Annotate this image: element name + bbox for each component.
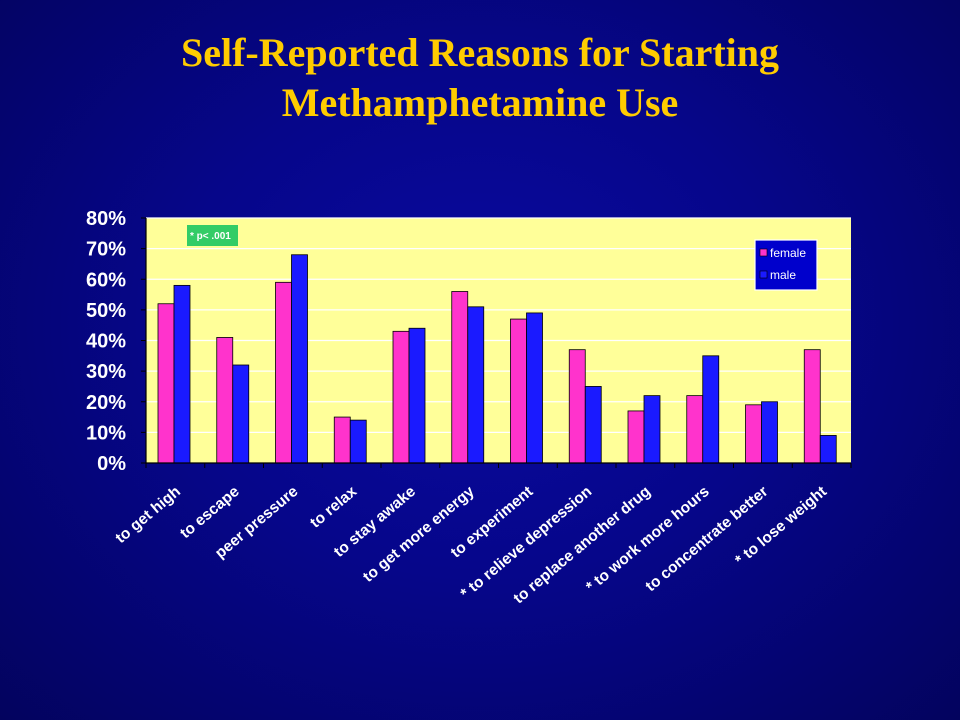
x-category-label: to relax — [307, 483, 360, 532]
bar-male — [173, 284, 191, 464]
bar-male — [819, 435, 837, 464]
legend-label-male: male — [770, 268, 796, 282]
legend-swatch-female — [759, 248, 768, 257]
slide-title-line-2: Methamphetamine Use — [281, 80, 679, 125]
bar-male — [349, 419, 367, 464]
significance-note: * p< .001 — [187, 225, 238, 246]
bar-male — [232, 364, 250, 464]
bar-female — [333, 416, 351, 464]
note-box — [187, 225, 238, 246]
note-label: * p< .001 — [190, 231, 231, 242]
bar-female — [745, 404, 762, 464]
bar-male — [584, 386, 602, 464]
bar-male — [408, 327, 426, 464]
y-tick-label: 40% — [86, 331, 126, 353]
bar-female — [686, 395, 704, 464]
slide-title-line-1: Self-Reported Reasons for Starting — [180, 30, 780, 75]
bar-female — [510, 318, 527, 464]
y-tick-label: 10% — [86, 422, 126, 444]
bar-male — [702, 355, 720, 464]
bar-female — [216, 337, 234, 464]
legend-box — [754, 239, 818, 291]
bar-male — [291, 254, 308, 464]
bar-male — [467, 306, 485, 464]
legend-label-female: female — [770, 246, 806, 260]
y-tick-label: 20% — [86, 392, 126, 414]
bar-male — [526, 312, 543, 464]
chart-legend: female male — [754, 239, 818, 291]
bar-female — [803, 349, 821, 464]
y-tick-label: 80% — [86, 208, 126, 230]
bar-female — [157, 303, 175, 464]
y-tick-label: 50% — [86, 300, 126, 322]
bar-female — [392, 330, 410, 464]
x-category-label: to get more energy — [360, 483, 478, 586]
slide-title: Self-Reported Reasons for Starting Metha… — [0, 28, 960, 128]
y-tick-label: 0% — [97, 453, 126, 475]
bar-female — [568, 349, 586, 464]
bar-male — [761, 401, 778, 464]
y-tick-label: 30% — [86, 361, 126, 383]
bar-female — [275, 281, 292, 464]
y-tick-label: 70% — [86, 239, 126, 261]
y-tick-label: 60% — [86, 269, 126, 291]
bar-female — [451, 291, 469, 464]
legend-swatch-male — [759, 270, 768, 279]
bar-female — [627, 410, 645, 464]
x-category-label: to get high — [112, 483, 184, 547]
bar-male — [643, 395, 661, 464]
